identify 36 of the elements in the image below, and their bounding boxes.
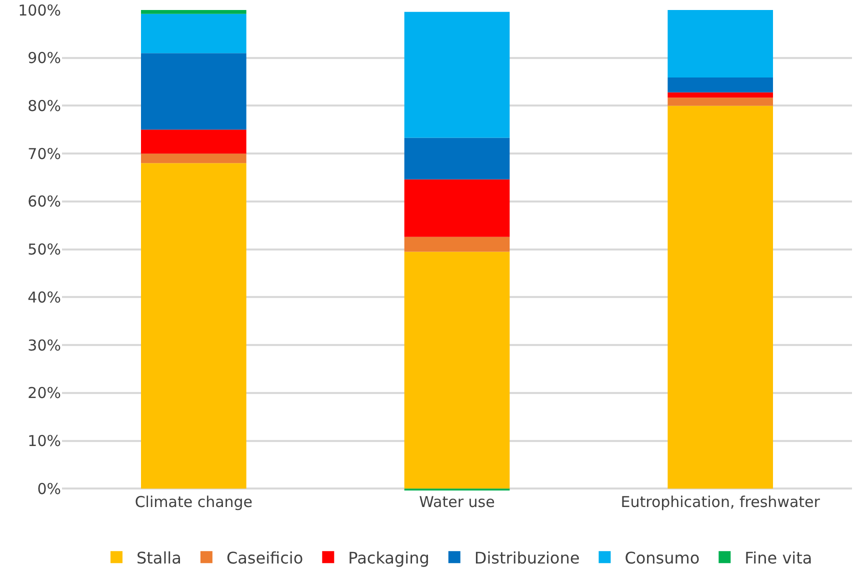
legend-label: Stalla — [136, 548, 182, 568]
bar — [404, 138, 510, 180]
bar — [668, 106, 773, 489]
bar — [404, 252, 510, 489]
x-tick-label: Eutrophication, freshwater — [620, 493, 821, 511]
legend-label: Fine vita — [744, 548, 812, 568]
x-tick-label: Water use — [419, 493, 495, 511]
bar — [668, 10, 773, 78]
y-tick-label: 10% — [28, 432, 61, 450]
y-tick-label: 40% — [28, 288, 61, 306]
y-tick-label: 80% — [28, 96, 61, 115]
y-tick-label: 60% — [28, 192, 61, 211]
bar — [141, 10, 246, 14]
x-tick-label: Climate change — [134, 493, 253, 511]
bar — [404, 236, 510, 252]
y-tick-label: 70% — [28, 144, 61, 163]
bar — [141, 163, 246, 489]
y-tick-label: 90% — [28, 49, 61, 68]
bar — [404, 179, 510, 237]
bar — [141, 14, 246, 54]
y-tick-label: 0% — [37, 480, 61, 498]
bar — [141, 130, 246, 154]
y-tick-label: 50% — [28, 240, 61, 259]
y-tick-label: 100% — [18, 1, 61, 20]
legend-label: Consumo — [624, 548, 700, 568]
bar — [668, 92, 773, 98]
legend-label: Distribuzione — [474, 548, 580, 568]
bar — [404, 12, 510, 138]
legend-label: Packaging — [348, 548, 430, 568]
bar — [668, 98, 773, 106]
legend-label: Caseificio — [226, 548, 304, 568]
y-tick-label: 30% — [28, 336, 61, 354]
y-tick-label: 20% — [28, 384, 61, 402]
bar — [141, 154, 246, 164]
bar — [141, 53, 246, 130]
bar — [668, 77, 773, 92]
